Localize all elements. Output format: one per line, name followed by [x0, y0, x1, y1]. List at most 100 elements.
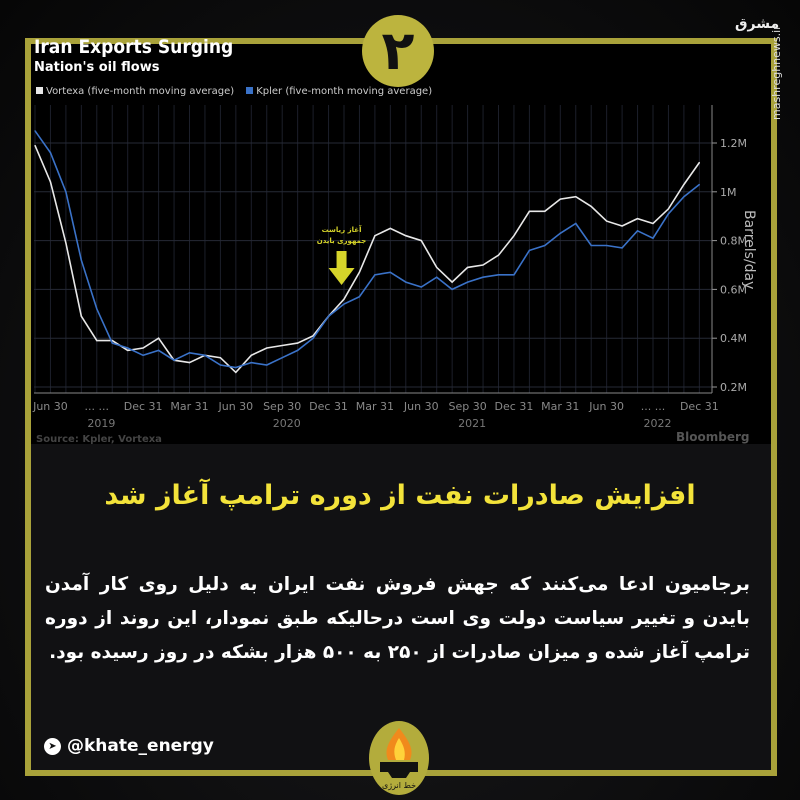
x-tick-label: Jun 30	[588, 400, 624, 413]
data-point	[34, 144, 36, 147]
data-point	[575, 196, 577, 198]
data-point	[621, 225, 623, 227]
data-point	[158, 349, 160, 351]
y-tick-label: 0.2M	[720, 381, 747, 394]
watermark-site: mashreghnews.ir	[770, 25, 783, 120]
x-tick-label: Dec 31	[680, 400, 719, 413]
data-point	[652, 237, 654, 239]
bloomberg-brand: Bloomberg	[676, 430, 750, 444]
x-tick-label: Mar 31	[170, 400, 208, 413]
data-point	[420, 286, 422, 288]
data-point	[142, 354, 144, 356]
legend-item-kpler: Kpler (five-month moving average)	[246, 86, 432, 97]
data-point	[65, 191, 67, 193]
data-point	[235, 371, 237, 373]
data-point	[65, 242, 67, 244]
data-point	[358, 296, 361, 298]
y-tick-label: 0.4M	[720, 332, 747, 345]
data-point	[343, 298, 345, 300]
legend-swatch	[36, 87, 43, 94]
data-point	[451, 281, 453, 283]
data-point	[281, 357, 283, 359]
data-point	[636, 218, 639, 220]
x-tick-label: ... ...	[641, 400, 665, 413]
series-line-kpler	[34, 130, 700, 369]
telegram-handle[interactable]: ➤ @khate_energy	[44, 736, 214, 756]
data-point	[544, 210, 546, 212]
line-chart: 0.2M 0.4M 0.6M 0.8M 1M 1.2M Barrels/day Jun 30.…	[32, 105, 757, 445]
legend-swatch	[246, 87, 254, 94]
data-point	[621, 247, 623, 249]
data-point	[389, 227, 391, 229]
data-point	[467, 266, 469, 269]
x-tick-label: Sep 30	[448, 400, 486, 413]
data-point	[436, 276, 438, 278]
data-point	[173, 359, 175, 361]
data-point	[235, 366, 237, 369]
data-point	[698, 161, 700, 164]
data-point	[436, 266, 438, 269]
chart-background	[31, 44, 771, 444]
y-axis-label: Barrels/day	[741, 210, 757, 289]
down-arrow-icon	[328, 251, 355, 285]
series-line-vortexa	[34, 145, 701, 374]
data-point	[281, 344, 283, 347]
data-point	[497, 274, 500, 276]
data-point	[698, 183, 700, 186]
telegram-icon: ➤	[44, 737, 61, 755]
data-point	[482, 276, 484, 278]
data-point	[80, 315, 82, 317]
chart-subtitle: Nation's oil flows	[34, 60, 160, 75]
data-point	[374, 235, 376, 237]
data-point	[575, 222, 577, 225]
data-point	[389, 271, 391, 273]
data-point	[111, 342, 113, 344]
data-point	[559, 198, 561, 200]
x-tick-label: Sep 30	[263, 400, 301, 413]
data-point	[636, 230, 639, 232]
year-label: 2020	[273, 417, 301, 430]
data-point	[358, 271, 361, 273]
data-point	[266, 347, 268, 349]
data-point	[297, 342, 299, 344]
annotation-text: جمهوری بایدن	[317, 237, 367, 245]
data-point	[343, 303, 345, 305]
annotation-text: آغاز ریاست	[322, 225, 362, 234]
source-note: Source: Kpler, Vortexa	[36, 434, 162, 445]
data-point	[49, 152, 52, 154]
data-point	[80, 259, 82, 261]
x-tick-label: Mar 31	[541, 400, 579, 413]
data-point	[590, 244, 592, 247]
legend-item-vortexa: Vortexa (five-month moving average)	[36, 86, 234, 97]
data-point	[34, 130, 36, 132]
data-point	[188, 352, 191, 354]
legend-label: Vortexa (five-month moving average)	[46, 86, 235, 97]
khate-energy-logo: خط انرژی	[369, 721, 429, 795]
body-text: برجامیون ادعا می‌کنند که جهش فروش نفت ای…	[45, 574, 750, 663]
data-point	[266, 364, 268, 366]
legend: Vortexa (five-month moving average) Kple…	[36, 86, 432, 97]
data-point	[420, 240, 422, 242]
data-point	[327, 315, 330, 317]
x-tick-label: Dec 31	[124, 400, 163, 413]
data-point	[142, 347, 144, 349]
data-point	[96, 308, 98, 310]
data-point	[513, 235, 515, 237]
data-point	[606, 244, 608, 247]
data-point	[96, 340, 98, 342]
data-point	[204, 354, 206, 356]
chart-title: Iran Exports Surging	[34, 36, 234, 58]
data-point	[513, 274, 515, 276]
x-tick-label: Dec 31	[309, 400, 348, 413]
data-point	[482, 264, 484, 266]
year-label: 2019	[87, 417, 115, 430]
x-tick-label: Mar 31	[356, 400, 394, 413]
data-point	[467, 281, 469, 283]
headline: افزایش صادرات نفت از دوره ترامپ آغاز شد	[104, 480, 696, 511]
data-point	[528, 249, 531, 251]
data-point	[127, 347, 129, 349]
year-label: 2022	[644, 417, 672, 430]
data-point	[405, 235, 407, 237]
data-point	[158, 337, 160, 339]
data-point	[312, 335, 314, 337]
